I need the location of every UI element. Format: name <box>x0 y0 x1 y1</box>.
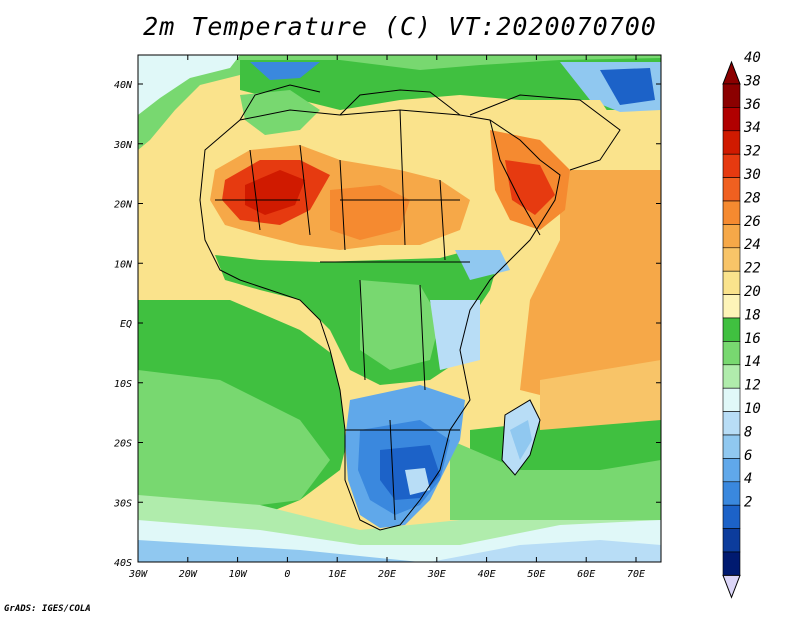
lon-tick-label: 30E <box>427 569 446 580</box>
colorbar-label: 18 <box>744 307 761 323</box>
colorbar-label: 14 <box>744 354 761 370</box>
colorbar-label: 30 <box>743 167 761 183</box>
lat-tick-label: 10N <box>114 259 133 270</box>
lon-tick-label: 60E <box>577 569 595 580</box>
colorbar-swatch <box>722 247 741 272</box>
colorbar-label: 6 <box>744 448 752 464</box>
colorbar-label: 12 <box>744 378 761 394</box>
colorbar: 40 38 36 34 32 30 28 26 24 22 20 18 16 14 12 10 8 6 4 2 <box>722 50 761 599</box>
colorbar-swatch <box>722 528 741 553</box>
colorbar-label: 4 <box>744 471 752 487</box>
lon-tick-label: 0 <box>284 569 290 580</box>
colorbar-swatch <box>722 83 741 108</box>
lon-tick-label: 30W <box>128 569 148 580</box>
colorbar-swatch <box>722 481 741 506</box>
colorbar-swatch <box>722 411 741 436</box>
colorbar-label: 40 <box>744 50 761 66</box>
colorbar-label: 24 <box>744 237 761 253</box>
colorbar-swatch <box>722 224 741 249</box>
colorbar-swatch <box>722 458 741 483</box>
colorbar-label: 2 <box>744 495 752 511</box>
colorbar-swatch <box>722 153 741 178</box>
lon-tick-label: 10E <box>328 569 346 580</box>
colorbar-swatch <box>722 364 741 389</box>
longitude-axis: 30W 20W 10W 0 10E 20E 30E 40E 50E 60E 70E <box>128 55 645 580</box>
lat-tick-label: 30S <box>113 498 132 509</box>
lon-tick-label: 10W <box>229 569 248 580</box>
lon-tick-label: 40E <box>478 569 496 580</box>
grads-credit: GrADS: IGES/COLA <box>4 604 91 614</box>
colorbar-swatch <box>722 107 741 132</box>
colorbar-swatch <box>722 130 741 155</box>
lon-tick-label: 70E <box>627 569 645 580</box>
colorbar-label: 38 <box>743 73 761 89</box>
colorbar-label: 8 <box>744 424 752 440</box>
colorbar-label: 34 <box>743 120 761 136</box>
colorbar-label: 36 <box>743 97 761 113</box>
colorbar-label: 26 <box>744 214 761 230</box>
colorbar-swatch <box>722 341 741 366</box>
lat-tick-label: 20N <box>114 200 133 211</box>
lon-tick-label: 20E <box>378 569 396 580</box>
lat-tick-label: EQ <box>120 319 132 330</box>
colorbar-label: 20 <box>744 284 761 300</box>
colorbar-arrow-bottom <box>722 574 741 599</box>
coastlines <box>199 84 621 531</box>
colorbar-swatch <box>722 387 741 412</box>
lon-tick-label: 50E <box>527 569 545 580</box>
colorbar-swatch <box>722 200 741 225</box>
colorbar-swatch <box>722 551 741 576</box>
lat-tick-label: 30N <box>113 140 133 151</box>
colorbar-swatch <box>722 270 741 295</box>
colorbar-label: 32 <box>743 144 761 160</box>
colorbar-label: 16 <box>744 331 761 347</box>
lat-tick-label: 40N <box>114 80 133 91</box>
lat-tick-label: 10S <box>114 379 132 390</box>
lon-tick-label: 20W <box>179 569 198 580</box>
map-field <box>138 55 661 562</box>
colorbar-label: 10 <box>744 401 761 417</box>
colorbar-swatch <box>722 317 741 342</box>
colorbar-label: 22 <box>744 261 761 277</box>
plot-frame <box>137 54 662 563</box>
colorbar-arrow-top <box>722 60 741 85</box>
map-title: 2m Temperature (C) VT:2020070700 <box>143 12 657 41</box>
colorbar-swatch <box>722 434 741 459</box>
colorbar-swatch <box>722 294 741 319</box>
lat-tick-label: 20S <box>114 439 132 450</box>
lat-tick-label: 40S <box>114 558 132 569</box>
colorbar-swatch <box>722 177 741 202</box>
colorbar-label: 28 <box>744 190 761 206</box>
colorbar-swatch <box>722 504 741 529</box>
latitude-axis: 40N 30N 20N 10N EQ 10S 20S 30S 40S <box>113 80 661 569</box>
